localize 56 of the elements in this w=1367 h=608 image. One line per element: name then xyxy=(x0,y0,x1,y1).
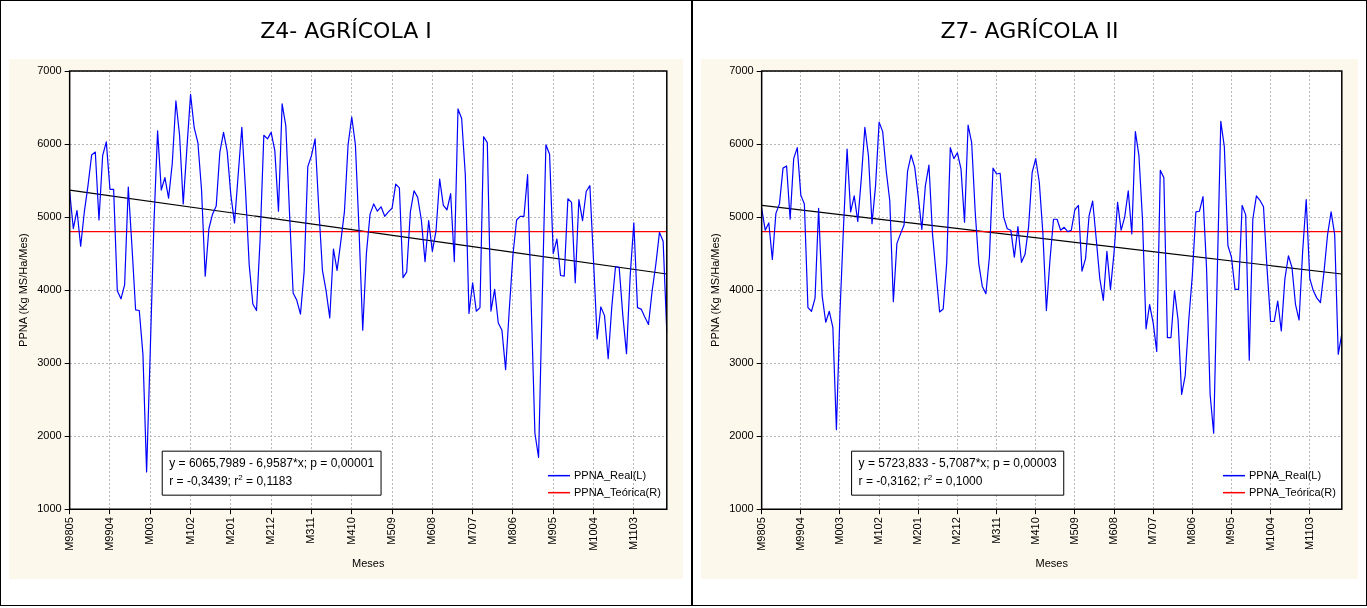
x-tick-label: M1103 xyxy=(1302,517,1315,550)
x-tick-label: M707 xyxy=(465,517,478,545)
y-tick-label: 5000 xyxy=(37,210,62,223)
x-tick-label: M1004 xyxy=(1263,517,1276,551)
x-tick-label: M201 xyxy=(911,517,924,545)
x-tick-label: M410 xyxy=(1028,517,1041,545)
x-tick-label: M9805 xyxy=(62,517,75,551)
chart-title: Z7- AGRÍCOLA II xyxy=(939,16,1120,45)
x-tick-label: M003 xyxy=(143,517,156,545)
y-tick-label: 5000 xyxy=(729,210,754,223)
x-tick-label: M311 xyxy=(989,517,1002,544)
x-tick-label: M311 xyxy=(304,517,317,544)
x-tick-label: M905 xyxy=(1224,517,1237,545)
x-tick-label: M201 xyxy=(223,517,236,545)
x-tick-label: M905 xyxy=(546,517,559,545)
x-tick-label: M509 xyxy=(385,517,398,545)
y-tick-label: 1000 xyxy=(37,502,62,515)
y-tick-label: 6000 xyxy=(729,137,754,150)
x-axis-title: Meses xyxy=(1035,557,1069,570)
y-axis-title: PPNA (Kg MS/Ha/Mes) xyxy=(708,233,721,347)
x-tick-label: M608 xyxy=(425,517,438,545)
legend-label: PPNA_Real(L) xyxy=(1249,468,1322,481)
x-tick-label: M9805 xyxy=(754,517,767,551)
x-tick-label: M212 xyxy=(264,517,277,545)
x-tick-label: M806 xyxy=(1185,517,1198,545)
x-tick-label: M102 xyxy=(872,517,885,545)
x-tick-label: M410 xyxy=(344,517,357,545)
chart-title: Z4- AGRÍCOLA I xyxy=(259,16,433,45)
y-tick-label: 2000 xyxy=(729,429,754,442)
x-tick-label: M707 xyxy=(1146,517,1159,545)
x-tick-label: M1004 xyxy=(586,517,599,551)
x-tick-label: M9904 xyxy=(103,517,115,551)
x-tick-label: M003 xyxy=(833,517,845,545)
x-axis-title: Meses xyxy=(352,557,385,570)
x-tick-label: M806 xyxy=(505,517,518,545)
x-tick-label: M212 xyxy=(950,517,963,545)
legend-label: PPNA_Teórica(R) xyxy=(574,485,661,498)
legend-label: PPNA_Teórica(R) xyxy=(1249,485,1336,498)
annotation: y = 5723,833 - 5,7087*x; p = 0,00003 xyxy=(858,456,1058,471)
y-tick-label: 6000 xyxy=(37,137,62,150)
y-tick-label: 3000 xyxy=(37,356,62,369)
x-tick-label: M608 xyxy=(1107,517,1120,545)
y-tick-label: 4000 xyxy=(37,283,62,296)
x-tick-label: M509 xyxy=(1067,517,1080,545)
x-tick-label: M9904 xyxy=(793,517,806,551)
legend-label: PPNA_Real(L) xyxy=(574,468,647,481)
y-tick-label: 2000 xyxy=(37,429,62,442)
x-tick-label: M102 xyxy=(183,517,196,545)
y-tick-label: 1000 xyxy=(729,502,754,515)
y-tick-label: 7000 xyxy=(729,64,754,77)
y-axis-title: PPNA (Kg MS/Ha/Mes) xyxy=(16,233,29,347)
x-tick-label: M1103 xyxy=(626,517,639,550)
y-tick-label: 3000 xyxy=(729,356,754,369)
y-tick-label: 7000 xyxy=(37,64,62,77)
y-tick-label: 4000 xyxy=(729,283,754,296)
annotation: y = 6065,7989 - 6,9587*x; p = 0,00001 xyxy=(169,456,375,471)
